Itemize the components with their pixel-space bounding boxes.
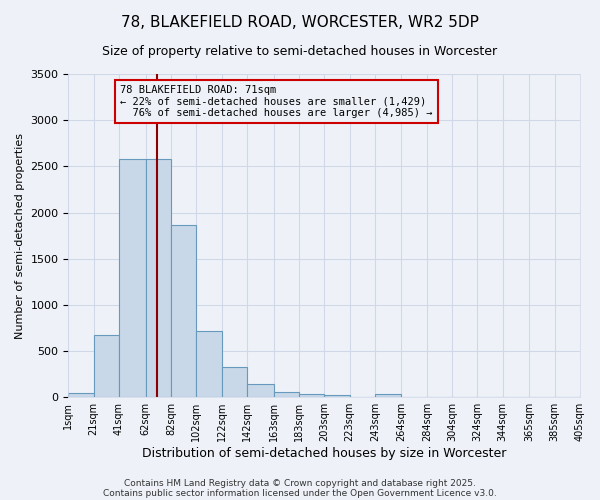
Bar — [247, 384, 274, 397]
Bar — [196, 330, 221, 397]
Bar — [171, 224, 196, 397]
Bar — [274, 392, 299, 397]
Bar — [221, 366, 247, 397]
Bar — [299, 394, 324, 397]
Bar — [68, 392, 94, 397]
Bar — [375, 394, 401, 397]
Bar — [324, 396, 350, 397]
Text: Contains public sector information licensed under the Open Government Licence v3: Contains public sector information licen… — [103, 488, 497, 498]
Bar — [119, 159, 146, 397]
X-axis label: Distribution of semi-detached houses by size in Worcester: Distribution of semi-detached houses by … — [142, 447, 506, 460]
Text: Size of property relative to semi-detached houses in Worcester: Size of property relative to semi-detach… — [103, 45, 497, 58]
Bar — [94, 336, 119, 397]
Y-axis label: Number of semi-detached properties: Number of semi-detached properties — [15, 132, 25, 338]
Text: Contains HM Land Registry data © Crown copyright and database right 2025.: Contains HM Land Registry data © Crown c… — [124, 478, 476, 488]
Text: 78, BLAKEFIELD ROAD, WORCESTER, WR2 5DP: 78, BLAKEFIELD ROAD, WORCESTER, WR2 5DP — [121, 15, 479, 30]
Bar — [146, 159, 171, 397]
Text: 78 BLAKEFIELD ROAD: 71sqm
← 22% of semi-detached houses are smaller (1,429)
  76: 78 BLAKEFIELD ROAD: 71sqm ← 22% of semi-… — [121, 85, 433, 118]
